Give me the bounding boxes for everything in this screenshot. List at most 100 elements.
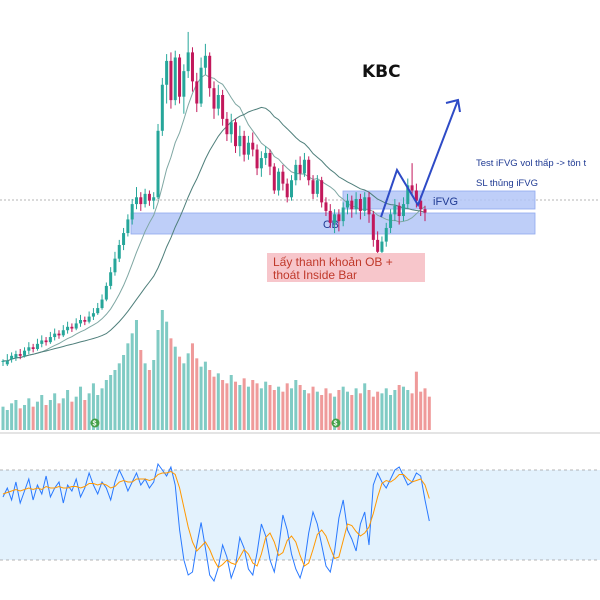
volume-bar bbox=[83, 400, 87, 430]
volume-bar bbox=[229, 375, 233, 430]
volume-bar bbox=[268, 385, 272, 430]
oscillator-band bbox=[0, 469, 600, 561]
candle-body bbox=[328, 210, 332, 223]
volume-bar bbox=[53, 393, 57, 430]
candle-body bbox=[311, 180, 315, 194]
dividend-marker-1-label: $ bbox=[93, 421, 97, 428]
candle-body bbox=[35, 343, 39, 349]
candle-body bbox=[363, 197, 367, 211]
volume-bar bbox=[156, 330, 160, 430]
candle-body bbox=[160, 84, 164, 131]
volume-bar bbox=[66, 390, 70, 430]
candle-body bbox=[109, 272, 113, 286]
volume-bar bbox=[423, 388, 427, 430]
candle-body bbox=[221, 95, 225, 119]
volume-bar bbox=[100, 388, 104, 430]
volume-bar bbox=[384, 388, 388, 430]
candle-body bbox=[380, 241, 384, 252]
candle-body bbox=[410, 185, 414, 191]
volume-bar bbox=[234, 381, 238, 430]
ifvg-zone-label: iFVG bbox=[433, 196, 458, 208]
volume-bar bbox=[302, 390, 306, 430]
candle-body bbox=[18, 354, 22, 356]
candle-body bbox=[307, 159, 311, 181]
candle-body bbox=[294, 164, 298, 181]
candle-body bbox=[367, 197, 371, 215]
volume-bar bbox=[328, 393, 332, 430]
volume-bar bbox=[143, 363, 147, 430]
candle-body bbox=[117, 245, 121, 259]
volume-bar bbox=[152, 360, 156, 430]
candle-body bbox=[290, 180, 294, 198]
candle-body bbox=[178, 57, 182, 97]
volume-bar bbox=[74, 396, 78, 430]
dividend-marker-2-circle bbox=[331, 418, 341, 428]
candle-body bbox=[152, 197, 156, 201]
volume-bar bbox=[109, 375, 113, 430]
volume-bar bbox=[414, 371, 418, 430]
candle-body bbox=[371, 214, 375, 240]
volume-bar bbox=[427, 396, 431, 430]
moving-average-slow-line bbox=[3, 106, 426, 362]
volume-bar bbox=[122, 355, 126, 430]
volume-bar bbox=[113, 370, 117, 430]
volume-bar bbox=[285, 383, 289, 430]
volume-bar bbox=[139, 350, 143, 430]
volume-bar bbox=[281, 391, 285, 430]
ob-zone-rect bbox=[130, 212, 536, 235]
projection-path bbox=[380, 99, 459, 218]
liquidity-callout: Lấy thanh khoản OB + thoát Inside Bar bbox=[267, 253, 425, 282]
volume-bar bbox=[173, 346, 177, 430]
volume-bar bbox=[371, 396, 375, 430]
volume-bar bbox=[31, 406, 35, 430]
volume-bar bbox=[23, 405, 27, 430]
volume-bar bbox=[70, 401, 74, 430]
volume-bar bbox=[134, 320, 138, 430]
candle-body bbox=[122, 233, 126, 245]
candle-body bbox=[130, 204, 134, 220]
volume-bar bbox=[126, 343, 130, 430]
candle-body bbox=[31, 347, 35, 349]
liquidity-callout-line-2: thoát Inside Bar bbox=[273, 268, 357, 282]
projection-arrows bbox=[380, 98, 461, 218]
candle-body bbox=[100, 299, 104, 309]
candle-body bbox=[242, 135, 246, 155]
volume-bar bbox=[208, 370, 212, 430]
candle-body bbox=[320, 180, 324, 203]
volume-bar bbox=[350, 395, 354, 430]
volume-bar bbox=[203, 361, 207, 430]
volume-bar bbox=[401, 386, 405, 430]
candle-body bbox=[79, 320, 83, 324]
candle-body bbox=[203, 55, 207, 68]
volume-bar bbox=[294, 380, 298, 430]
candle-body bbox=[285, 183, 289, 198]
volume-bar bbox=[358, 393, 362, 430]
volume-bar bbox=[376, 391, 380, 430]
volume-bar bbox=[419, 391, 423, 430]
dividend-marker-1: $ bbox=[90, 418, 100, 428]
candle-body bbox=[139, 197, 143, 205]
volume-bar bbox=[87, 393, 91, 430]
dividend-marker-2-label: $ bbox=[334, 421, 338, 428]
oscillator-range-band bbox=[0, 470, 600, 560]
volume-bar bbox=[186, 353, 190, 430]
candle-body bbox=[182, 71, 186, 97]
candle-body bbox=[87, 316, 91, 322]
volume-bar bbox=[290, 388, 294, 430]
volume-bar bbox=[35, 401, 39, 430]
volume-bar bbox=[225, 383, 229, 430]
candle-body bbox=[350, 200, 354, 210]
candle-body bbox=[255, 149, 259, 169]
candle-body bbox=[91, 313, 95, 317]
volume-bar bbox=[130, 333, 134, 430]
volume-bar bbox=[44, 405, 48, 430]
volume-bar bbox=[40, 395, 44, 430]
candle-body bbox=[173, 57, 177, 101]
candle-body bbox=[216, 95, 220, 109]
candle-body bbox=[104, 285, 108, 300]
candle-body bbox=[315, 180, 319, 194]
volume-bar bbox=[393, 390, 397, 430]
volume-bar bbox=[397, 385, 401, 430]
volume-bar bbox=[242, 378, 246, 430]
